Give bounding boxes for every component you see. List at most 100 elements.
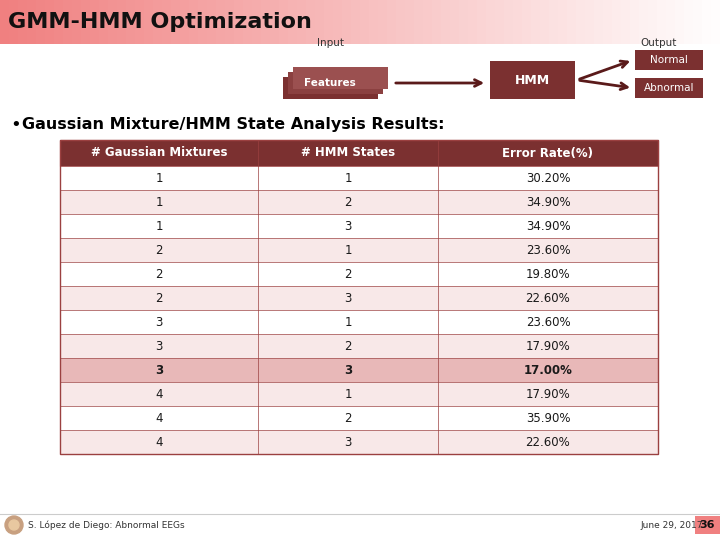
FancyBboxPatch shape (60, 140, 658, 166)
Bar (567, 0, 577, 44)
Bar (639, 0, 649, 44)
Bar (315, 0, 325, 44)
Bar (36, 0, 46, 44)
Bar (63, 0, 73, 44)
Text: 2: 2 (344, 340, 352, 353)
Bar (54, 0, 64, 44)
FancyBboxPatch shape (60, 190, 658, 214)
Text: 35.90%: 35.90% (526, 411, 570, 424)
Bar (702, 0, 712, 44)
Bar (657, 0, 667, 44)
Bar (693, 0, 703, 44)
Text: 3: 3 (344, 292, 351, 305)
Bar (342, 0, 352, 44)
Text: Gaussian Mixture/HMM State Analysis Results:: Gaussian Mixture/HMM State Analysis Resu… (22, 118, 444, 132)
Bar (144, 0, 154, 44)
FancyBboxPatch shape (60, 406, 658, 430)
Bar (162, 0, 172, 44)
Bar (18, 0, 28, 44)
Bar (531, 0, 541, 44)
Text: Error Rate(%): Error Rate(%) (503, 146, 593, 159)
Bar (108, 0, 118, 44)
Bar (81, 0, 91, 44)
Bar (621, 0, 631, 44)
Text: 3: 3 (344, 219, 351, 233)
Bar (477, 0, 487, 44)
Text: 4: 4 (156, 435, 163, 449)
Text: GMM-HMM Optimization: GMM-HMM Optimization (8, 12, 312, 32)
Text: Abnormal: Abnormal (644, 83, 694, 93)
Text: •: • (10, 116, 21, 134)
Text: 2: 2 (344, 267, 352, 280)
Text: 1: 1 (156, 219, 163, 233)
Text: 23.60%: 23.60% (526, 315, 570, 328)
Text: 1: 1 (156, 172, 163, 185)
Bar (387, 0, 397, 44)
Bar (189, 0, 199, 44)
Bar (540, 0, 550, 44)
Bar (648, 0, 658, 44)
Text: 2: 2 (344, 195, 352, 208)
Text: 17.90%: 17.90% (526, 388, 570, 401)
Bar (171, 0, 181, 44)
FancyBboxPatch shape (60, 166, 658, 190)
Bar (117, 0, 127, 44)
Bar (180, 0, 190, 44)
Text: 19.80%: 19.80% (526, 267, 570, 280)
Bar (603, 0, 613, 44)
Bar (468, 0, 478, 44)
FancyBboxPatch shape (60, 262, 658, 286)
Text: 22.60%: 22.60% (526, 435, 570, 449)
Bar (135, 0, 145, 44)
Text: Input: Input (317, 38, 343, 48)
FancyBboxPatch shape (635, 78, 703, 98)
Bar (198, 0, 208, 44)
Text: 1: 1 (344, 172, 352, 185)
Circle shape (9, 520, 19, 530)
Bar (405, 0, 415, 44)
Bar (306, 0, 316, 44)
Bar (513, 0, 523, 44)
Text: 22.60%: 22.60% (526, 292, 570, 305)
Bar (261, 0, 271, 44)
Bar (72, 0, 82, 44)
Bar (279, 0, 289, 44)
Bar (126, 0, 136, 44)
Text: Output: Output (640, 38, 676, 48)
Bar (360, 0, 370, 44)
Text: 23.60%: 23.60% (526, 244, 570, 256)
Text: 3: 3 (156, 315, 163, 328)
Text: 2: 2 (156, 244, 163, 256)
Bar (549, 0, 559, 44)
Text: 17.90%: 17.90% (526, 340, 570, 353)
Text: 1: 1 (156, 195, 163, 208)
FancyBboxPatch shape (635, 50, 703, 70)
Text: June 29, 2017: June 29, 2017 (640, 521, 703, 530)
Bar (153, 0, 163, 44)
Bar (288, 0, 298, 44)
Bar (450, 0, 460, 44)
FancyBboxPatch shape (695, 516, 720, 534)
Text: 36: 36 (699, 520, 715, 530)
Bar (297, 0, 307, 44)
Text: 3: 3 (155, 363, 163, 376)
Bar (414, 0, 424, 44)
Text: 4: 4 (156, 388, 163, 401)
Bar (675, 0, 685, 44)
FancyBboxPatch shape (60, 214, 658, 238)
Bar (576, 0, 586, 44)
Text: 1: 1 (344, 315, 352, 328)
Bar (495, 0, 505, 44)
Text: # Gaussian Mixtures: # Gaussian Mixtures (91, 146, 228, 159)
FancyBboxPatch shape (490, 61, 575, 99)
Bar (378, 0, 388, 44)
Text: 2: 2 (344, 411, 352, 424)
Bar (711, 0, 720, 44)
Bar (234, 0, 244, 44)
FancyBboxPatch shape (60, 310, 658, 334)
Bar (684, 0, 694, 44)
Bar (45, 0, 55, 44)
Text: 2: 2 (156, 267, 163, 280)
Bar (504, 0, 514, 44)
Bar (27, 0, 37, 44)
